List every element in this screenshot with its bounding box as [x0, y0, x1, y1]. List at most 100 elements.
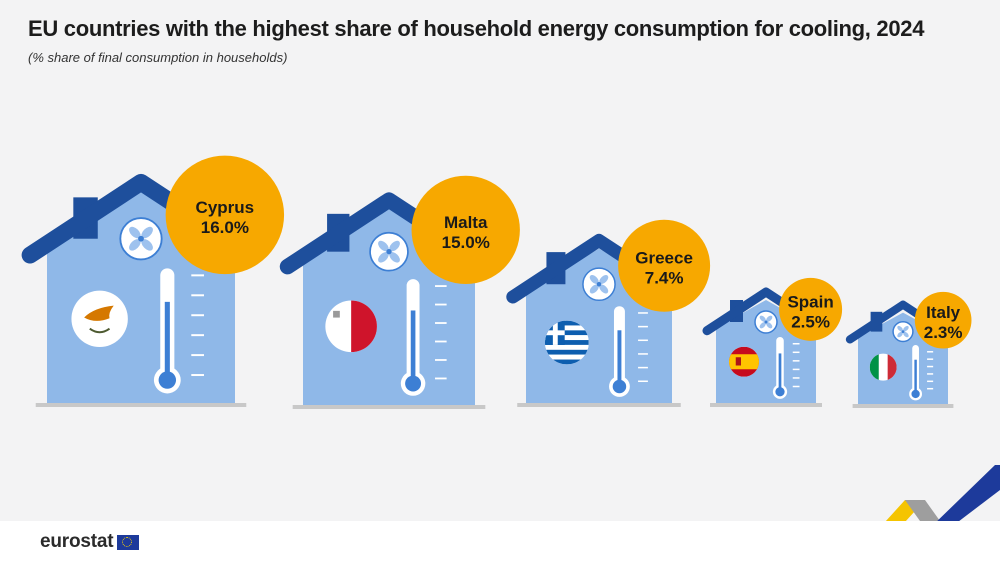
chart-title: EU countries with the highest share of h… — [28, 16, 925, 41]
ribbon-grey-stripe — [905, 500, 940, 521]
value-label: 16.0% — [201, 218, 249, 237]
fan-blade — [378, 240, 389, 252]
thermometer-icon — [153, 268, 204, 394]
fan-blade — [599, 284, 609, 294]
thermometer-scale-tick — [927, 387, 934, 390]
eurostat-wordmark: eurostat — [40, 531, 114, 552]
value-label: 15.0% — [442, 233, 490, 252]
fan-blade — [897, 325, 903, 332]
italy-green — [869, 353, 879, 381]
thermometer-scale-tick — [191, 334, 204, 337]
thermometer-scale-tick — [638, 339, 648, 342]
fan-blade — [389, 252, 400, 263]
thermometer-scale-tick — [435, 359, 447, 361]
thermometer-bulb — [775, 387, 785, 397]
thermometer-mercury — [164, 301, 170, 381]
ground-line — [852, 404, 954, 408]
decorative-ribbon — [885, 465, 1000, 521]
george-cross — [333, 310, 340, 318]
thermometer-mercury — [617, 330, 622, 387]
thermometer-scale-tick — [435, 377, 447, 380]
fan-blade — [903, 325, 909, 332]
fan-blade — [589, 274, 599, 284]
greece-stripe — [544, 344, 589, 350]
thermometer-scale-tick — [638, 325, 648, 328]
thermometer-scale-tick — [435, 285, 447, 287]
value-label: 2.3% — [924, 323, 963, 342]
thermometer-bulb — [405, 375, 422, 392]
thermometer-scale-tick — [927, 351, 934, 353]
spain-yellow — [729, 354, 759, 370]
thermometer-icon — [400, 279, 447, 396]
value-label: 2.5% — [791, 312, 830, 331]
fan-blade — [129, 226, 141, 239]
thermometer-scale-tick — [792, 377, 800, 379]
thermometer-scale-tick — [191, 294, 204, 297]
thermometer-mercury — [410, 310, 416, 384]
thermometer-scale-tick — [792, 385, 800, 388]
greece-stripe — [544, 335, 589, 341]
greece-stripe — [544, 330, 589, 336]
italy-flag — [869, 353, 897, 381]
fan-blade — [766, 315, 773, 322]
fan-icon — [892, 320, 914, 343]
value-badge — [914, 291, 972, 349]
fan-icon — [119, 217, 163, 261]
thermometer-scale-tick — [638, 353, 648, 355]
fan-hub — [901, 330, 905, 333]
greece-cross-v — [552, 320, 558, 345]
greece-stripe — [544, 354, 589, 360]
thermometer-scale-tick — [792, 351, 800, 354]
ground-line — [292, 405, 486, 409]
fan-hub — [386, 249, 392, 255]
thermometer-scale-tick — [792, 360, 800, 362]
thermometer-icon — [909, 345, 934, 401]
greece-flag — [544, 320, 589, 365]
fan-blade — [589, 284, 599, 294]
thermometer-scale-tick — [191, 374, 204, 377]
country-label: Spain — [787, 292, 833, 311]
thermometer-scale-tick — [435, 322, 447, 324]
fan-blade — [378, 252, 389, 263]
fan-blade — [599, 274, 609, 284]
fan-icon — [754, 310, 778, 334]
fan-blade — [389, 240, 400, 252]
eurostat-logo: eurostat — [40, 531, 140, 553]
fan-blade — [903, 331, 909, 338]
spain-coat-of-arms — [735, 357, 741, 366]
thermometer-mercury — [778, 353, 782, 392]
fan-blade — [759, 315, 766, 322]
ground-line — [517, 403, 681, 407]
greece-stripe — [544, 340, 589, 345]
olive-branches — [89, 327, 111, 334]
thermometer-icon — [772, 337, 800, 399]
cyprus-island-shape — [84, 305, 114, 321]
thermometer-scale-tick — [792, 368, 800, 371]
thermometer-mercury — [914, 359, 917, 394]
thermometer-scale-tick — [638, 380, 648, 383]
value-badge — [618, 219, 711, 312]
thermometer-scale-tick — [638, 312, 648, 314]
eu-flag-icon — [117, 534, 140, 550]
thermometer-icon — [609, 306, 648, 397]
fan-hub — [596, 281, 602, 287]
country-label: Cyprus — [196, 198, 255, 217]
thermometer-scale-tick — [638, 366, 648, 369]
thermometer-bulb — [158, 371, 177, 389]
fan-icon — [369, 231, 409, 272]
greece-stripe — [544, 349, 589, 355]
ribbon-blue-stripe — [937, 465, 1000, 521]
thermometer-bulb — [612, 379, 627, 394]
fan-blade — [141, 239, 153, 251]
value-badge — [779, 277, 843, 341]
thermometer-scale-tick — [191, 314, 204, 317]
italy-red — [887, 353, 897, 381]
value-label: 7.4% — [645, 269, 684, 288]
fan-blade — [766, 322, 773, 329]
